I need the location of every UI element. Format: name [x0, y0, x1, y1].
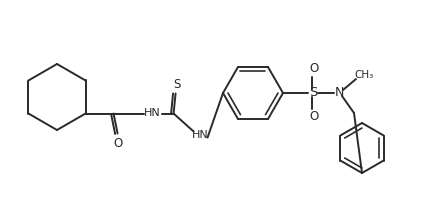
Text: S: S	[309, 87, 317, 100]
Text: HN: HN	[192, 130, 209, 140]
Text: N: N	[334, 85, 344, 99]
Text: O: O	[309, 62, 319, 76]
Text: HN: HN	[144, 107, 161, 117]
Text: CH₃: CH₃	[354, 70, 374, 80]
Text: O: O	[309, 110, 319, 123]
Text: S: S	[173, 78, 180, 91]
Text: O: O	[113, 137, 122, 150]
